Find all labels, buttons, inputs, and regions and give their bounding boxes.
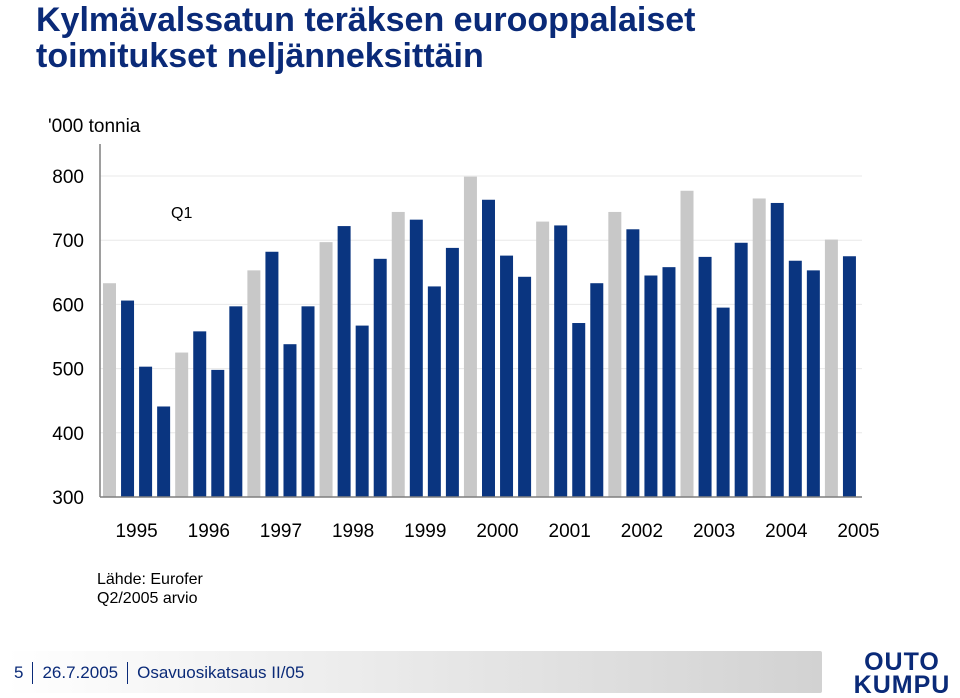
bar-2005-q1: [824, 239, 838, 497]
bar-2003-q1: [680, 190, 694, 497]
bar-1996-q2: [193, 331, 207, 497]
footer-bar: [6, 651, 822, 693]
x-tick-label: 2002: [621, 521, 663, 542]
title-line-1: Kylmävalssatun teräksen eurooppalaiset: [36, 1, 696, 39]
bar-2004-q4: [806, 270, 820, 497]
bar-2001-q4: [590, 283, 604, 497]
y-axis-unit-label: '000 tonnia: [48, 116, 141, 137]
bar-1997-q3: [283, 344, 297, 497]
source-note: Lähde: Eurofer Q2/2005 arvio: [97, 570, 203, 608]
bar-2001-q3: [572, 323, 586, 497]
bar-1998-q3: [355, 325, 369, 497]
x-tick-label: 2004: [765, 521, 808, 542]
bar-2004-q2: [770, 202, 784, 497]
x-tick-label: 1996: [188, 521, 230, 542]
title-line-2: toimitukset neljänneksittäin: [36, 37, 484, 75]
page-number: 5: [14, 663, 24, 682]
bar-chart: Q1 300 400 500 600 700 800 1995 1996 1997 1998 1999…: [52, 144, 880, 542]
bar-2002-q2: [626, 229, 640, 498]
y-tick-label: 800: [52, 167, 84, 188]
x-tick-label: 2003: [693, 521, 735, 542]
annotation-q1-label: Q1: [171, 205, 192, 222]
bar-1995-q1: [103, 283, 116, 497]
bar-1995-q3: [139, 366, 153, 497]
bar-1996-q4: [229, 306, 243, 497]
x-tick-label: 2005: [837, 521, 879, 542]
footer: 5 26.7.2005 Osavuosikatsaus II/05: [14, 662, 304, 684]
y-tick-label: 500: [52, 360, 84, 381]
bar-1997-q4: [301, 306, 315, 497]
y-tick-label: 600: [52, 295, 84, 316]
bar-2000-q3: [500, 255, 514, 497]
outokumpu-logo: OUTO KUMPU: [854, 648, 951, 696]
bar-2002-q1: [608, 211, 622, 497]
bar-2001-q2: [554, 225, 568, 497]
footer-presentation-name: Osavuosikatsaus II/05: [137, 663, 305, 682]
bar-1999-q2: [409, 219, 423, 497]
logo-text-line-1: OUTO: [864, 648, 940, 676]
bar-2004-q1: [752, 198, 766, 497]
bar-2001-q1: [536, 221, 550, 497]
bar-1998-q4: [373, 258, 387, 497]
bar-1999-q4: [445, 247, 459, 497]
bar-2002-q3: [644, 275, 658, 497]
bar-1999-q3: [427, 286, 441, 497]
bar-1996-q3: [211, 369, 225, 497]
x-tick-label: 1999: [404, 521, 446, 542]
bar-1995-q2: [121, 300, 135, 497]
bar-1997-q2: [265, 251, 279, 497]
x-tick-label: 2001: [549, 521, 591, 542]
bar-1996-q1: [175, 352, 189, 497]
footer-date: 26.7.2005: [42, 663, 119, 682]
logo-text-line-2: KUMPU: [854, 671, 951, 696]
bar-2003-q3: [716, 307, 730, 497]
y-tick-label: 400: [52, 424, 84, 445]
bar-1999-q1: [391, 211, 405, 497]
bar-1995-q4: [157, 406, 171, 497]
footer-separator: [32, 662, 34, 684]
bar-2003-q4: [734, 242, 748, 497]
bar-1998-q2: [337, 226, 351, 497]
x-tick-label: 1997: [260, 521, 302, 542]
x-tick-label: 2000: [476, 521, 518, 542]
bar-2003-q2: [698, 256, 712, 497]
source-line-1: Lähde: Eurofer: [97, 571, 203, 588]
chart-title: Kylmävalssatun teräksen eurooppalaiset t…: [36, 2, 696, 74]
source-line-2: Q2/2005 arvio: [97, 590, 198, 607]
y-tick-label: 700: [52, 231, 84, 252]
x-tick-label: 1998: [332, 521, 374, 542]
bar-2000-q1: [463, 176, 477, 497]
bar-2004-q3: [788, 260, 802, 497]
y-tick-label: 300: [52, 488, 84, 509]
bar-1998-q1: [319, 242, 333, 497]
bar-2000-q4: [518, 276, 532, 497]
bar-2000-q2: [482, 199, 495, 497]
footer-separator: [127, 662, 129, 684]
bar-2005-q2: [842, 256, 856, 497]
bar-1997-q1: [247, 270, 261, 497]
x-tick-label: 1995: [115, 521, 157, 542]
bar-2002-q4: [662, 267, 676, 497]
